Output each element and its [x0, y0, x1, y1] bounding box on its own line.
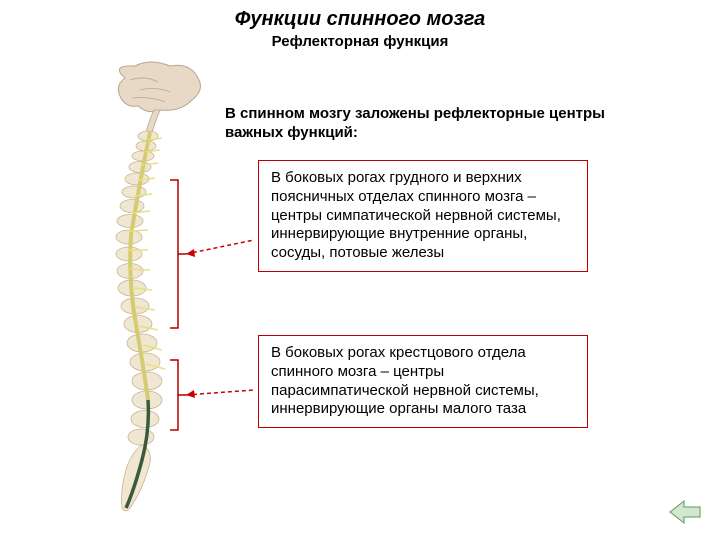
bracket-sacral — [170, 360, 186, 430]
info-box-sacral: В боковых рогах крестцового отдела спинн… — [258, 335, 588, 428]
main-title: Функции спинного мозга — [0, 8, 720, 31]
callout-arrows — [186, 240, 254, 398]
brain-icon — [118, 62, 200, 132]
subtitle: Рефлекторная функция — [0, 33, 720, 50]
info-box-thoracic: В боковых рогах грудного и верхних поясн… — [258, 160, 588, 272]
spine-illustration — [70, 60, 255, 520]
intro-text: В спинном мозгу заложены рефлекторные це… — [225, 105, 625, 143]
bracket-thoracic — [170, 180, 186, 328]
nav-back-button[interactable] — [668, 498, 702, 526]
